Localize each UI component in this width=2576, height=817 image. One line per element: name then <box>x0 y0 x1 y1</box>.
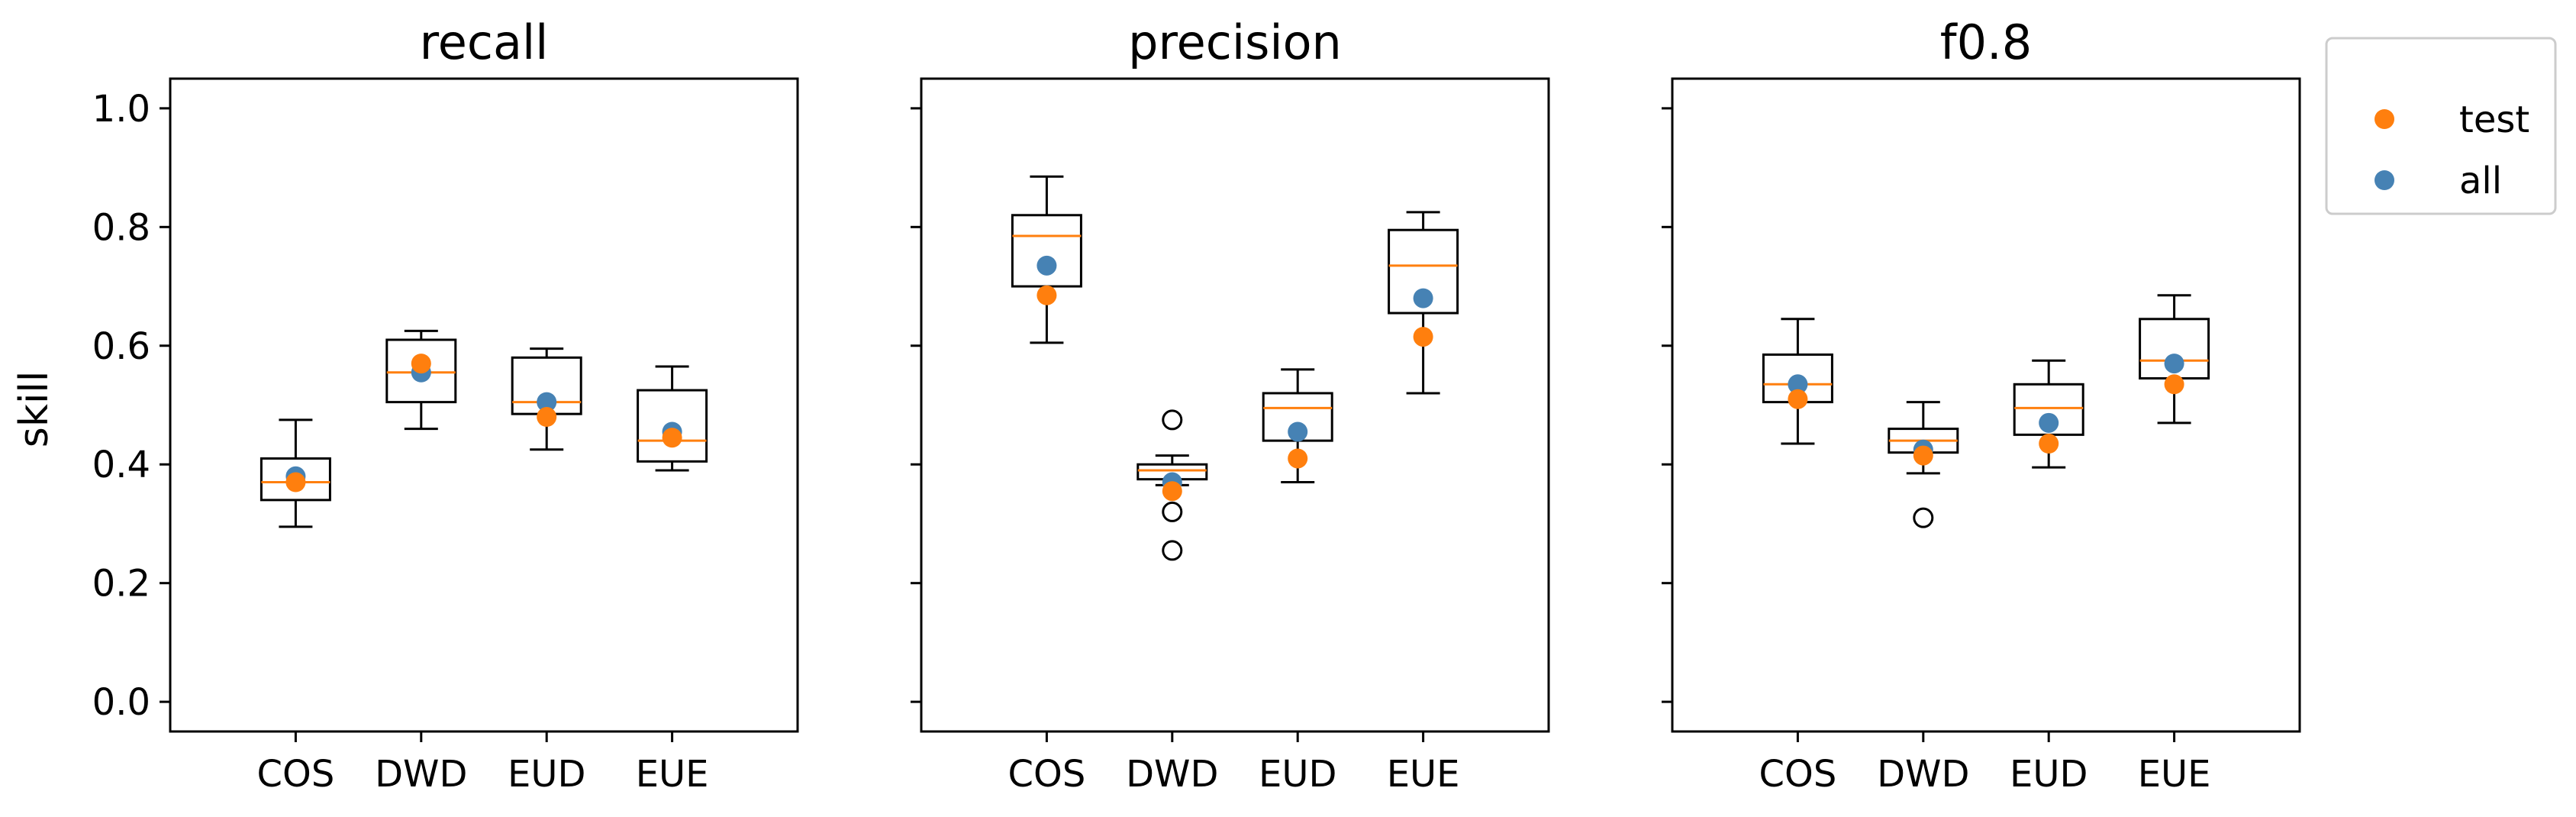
legend-marker-test <box>2374 109 2394 129</box>
all-point <box>2164 354 2184 374</box>
panel-title: recall <box>420 15 549 70</box>
panel-title: f0.8 <box>1940 15 2032 70</box>
x-tick-label: COS <box>257 753 335 796</box>
box-body <box>385 338 457 404</box>
box-EUD <box>1262 368 1333 484</box>
panel-precision: precision COS DWD EUD EUE <box>911 15 1550 796</box>
box-EUD <box>2013 359 2084 469</box>
all-point <box>1288 421 1308 442</box>
box-body <box>637 389 708 463</box>
legend-frame <box>2325 37 2557 215</box>
test-point <box>662 428 682 448</box>
box-COS <box>260 418 331 528</box>
panel-recall: recall 0.0 0.2 0.4 0.6 0.8 1.0 COS DWD EUD EUE <box>92 15 799 796</box>
all-point <box>537 392 557 412</box>
x-tick-label: EUD <box>508 753 585 796</box>
test-point <box>285 472 306 492</box>
x-tick-label: DWD <box>1877 753 1969 796</box>
y-tick-label: 0.8 <box>92 206 150 249</box>
box-body <box>1388 228 1459 315</box>
x-tick-label: COS <box>1759 753 1837 796</box>
axes-frame <box>920 77 1550 733</box>
panel-title: precision <box>1128 15 1342 70</box>
x-tick-label: EUD <box>2010 753 2088 796</box>
box-DWD <box>385 329 457 431</box>
box-body <box>260 457 331 502</box>
test-point <box>1913 445 1933 466</box>
outlier-point <box>1162 409 1183 431</box>
all-point <box>2039 412 2059 433</box>
legend-label-all: all <box>2459 160 2502 202</box>
x-tick-label: EUE <box>1387 753 1460 796</box>
outlier-point <box>1913 507 1934 528</box>
y-tick-label: 0.2 <box>92 563 150 605</box>
test-point <box>2164 374 2184 395</box>
box-EUE <box>1388 211 1459 395</box>
all-point <box>1788 374 1808 395</box>
y-tick-label: 0.0 <box>92 681 150 724</box>
test-point <box>1788 389 1808 409</box>
y-tick-label: 1.0 <box>92 88 150 131</box>
axes-frame <box>169 77 799 733</box>
all-point <box>1413 288 1433 308</box>
box-EUE <box>2139 294 2210 425</box>
box-DWD <box>1136 409 1208 561</box>
test-point <box>1288 448 1308 469</box>
x-tick-label: EUE <box>636 753 709 796</box>
legend-marker-all <box>2374 170 2394 190</box>
box-body <box>1011 214 1082 288</box>
outlier-point <box>1162 501 1183 522</box>
legend-label-test: test <box>2459 98 2529 141</box>
test-point <box>411 354 431 374</box>
x-tick-label: DWD <box>375 753 467 796</box>
panel-f0.8: f0.8 COS DWD EUD EUE <box>1662 15 2301 796</box>
test-point <box>1037 285 1057 305</box>
box-EUD <box>511 347 582 451</box>
box-COS <box>1762 318 1833 445</box>
outlier-point <box>1162 540 1183 561</box>
box-DWD <box>1888 401 1959 528</box>
test-point <box>1162 481 1182 502</box>
legend: test all <box>2325 37 2557 215</box>
x-tick-label: COS <box>1008 753 1086 796</box>
y-axis-label: skill <box>11 371 57 448</box>
test-point <box>1413 327 1433 347</box>
box-COS <box>1011 175 1082 344</box>
y-tick-label: 0.6 <box>92 325 150 368</box>
all-point <box>1037 255 1057 276</box>
x-tick-label: EUD <box>1259 753 1336 796</box>
y-tick-label: 0.4 <box>92 444 150 486</box>
x-tick-label: DWD <box>1126 753 1218 796</box>
test-point <box>2039 434 2059 454</box>
box-EUE <box>637 365 708 472</box>
test-point <box>537 407 557 428</box>
x-tick-label: EUE <box>2138 753 2211 796</box>
axes-frame <box>1671 77 2301 733</box>
